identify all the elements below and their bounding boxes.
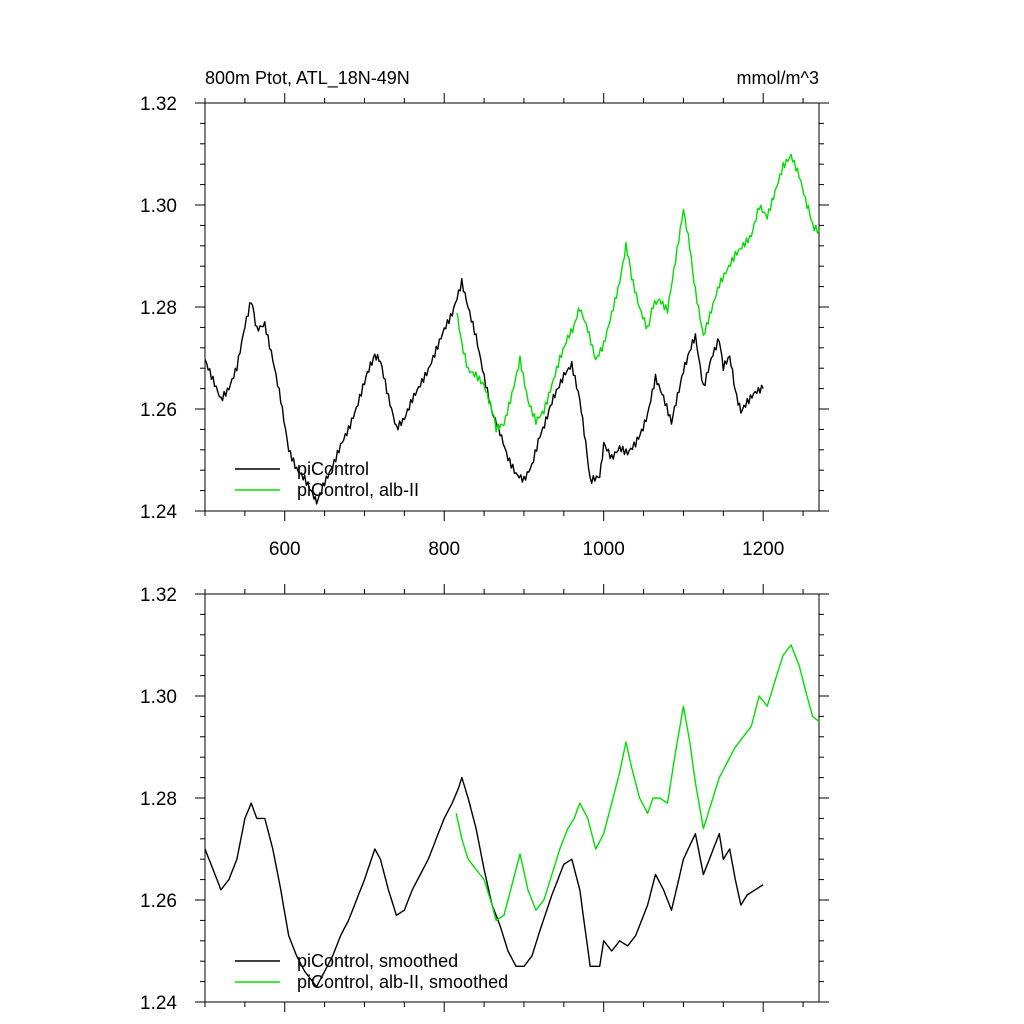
series-line-alb-ii xyxy=(456,153,820,433)
chart-panel-2: 1.24 1.26 1.28 1.30 1.32 piControl, smoothedp… xyxy=(140,584,829,1014)
y-tick-label: 1.26 xyxy=(140,400,177,421)
x-tick-label: 800 xyxy=(428,539,460,560)
y-tick-label: 1.26 xyxy=(140,891,177,912)
y-tick-label: 1.24 xyxy=(140,993,177,1014)
plot-frame xyxy=(204,593,820,1003)
legend-label: piControl, smoothed xyxy=(297,951,458,971)
y-tick-label: 1.32 xyxy=(140,94,177,115)
y-tick-label: 1.24 xyxy=(140,502,177,523)
x-tick-label: 600 xyxy=(269,539,301,560)
plot-frame xyxy=(204,102,820,512)
y-tick-label: 1.32 xyxy=(140,585,177,606)
x-tick-label: 1200 xyxy=(742,539,784,560)
legend-label: piControl, alb-II, smoothed xyxy=(297,972,508,992)
series-line-picontrol xyxy=(204,776,764,988)
chart-title: 800m Ptot, ATL_18N-49N xyxy=(205,68,410,89)
series-line-picontrol xyxy=(204,278,764,505)
x-tick-label: 1000 xyxy=(583,539,625,560)
y-tick-label: 1.30 xyxy=(140,196,177,217)
chart-panel-1: 1.24 1.26 1.28 1.30 1.32 600 800 1000 1200 800m P… xyxy=(140,68,829,560)
y-tick-label: 1.30 xyxy=(140,687,177,708)
y-tick-label: 1.28 xyxy=(140,298,177,319)
series-line-alb-ii xyxy=(455,644,820,922)
units-label: mmol/m^3 xyxy=(737,68,819,88)
y-tick-label: 1.28 xyxy=(140,789,177,810)
legend-label: piControl xyxy=(297,459,369,479)
legend-label: piControl, alb-II xyxy=(297,480,419,500)
